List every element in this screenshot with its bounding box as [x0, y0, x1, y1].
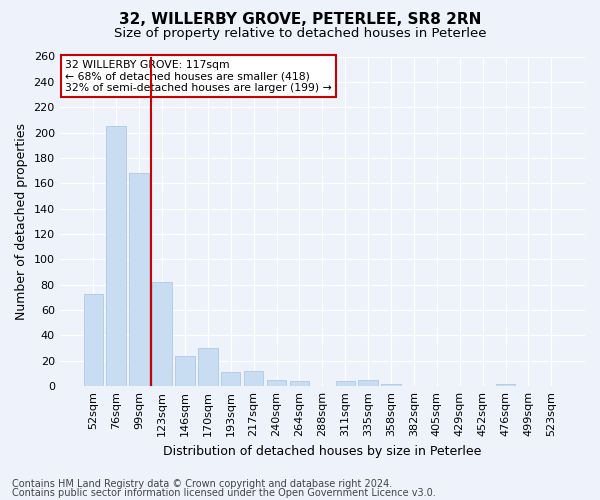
Bar [335, 381, 355, 386]
Bar [106, 126, 126, 386]
Bar [267, 380, 286, 386]
Bar [83, 294, 103, 386]
Text: Size of property relative to detached houses in Peterlee: Size of property relative to detached ho… [114, 28, 486, 40]
Y-axis label: Number of detached properties: Number of detached properties [15, 123, 28, 320]
Text: 32, WILLERBY GROVE, PETERLEE, SR8 2RN: 32, WILLERBY GROVE, PETERLEE, SR8 2RN [119, 12, 481, 28]
Text: 32 WILLERBY GROVE: 117sqm
← 68% of detached houses are smaller (418)
32% of semi: 32 WILLERBY GROVE: 117sqm ← 68% of detac… [65, 60, 332, 93]
Bar [175, 356, 194, 386]
Bar [290, 381, 309, 386]
X-axis label: Distribution of detached houses by size in Peterlee: Distribution of detached houses by size … [163, 444, 482, 458]
Bar [152, 282, 172, 386]
Text: Contains public sector information licensed under the Open Government Licence v3: Contains public sector information licen… [12, 488, 436, 498]
Text: Contains HM Land Registry data © Crown copyright and database right 2024.: Contains HM Land Registry data © Crown c… [12, 479, 392, 489]
Bar [382, 384, 401, 386]
Bar [358, 380, 378, 386]
Bar [244, 371, 263, 386]
Bar [130, 173, 149, 386]
Bar [198, 348, 218, 386]
Bar [496, 384, 515, 386]
Bar [221, 372, 241, 386]
